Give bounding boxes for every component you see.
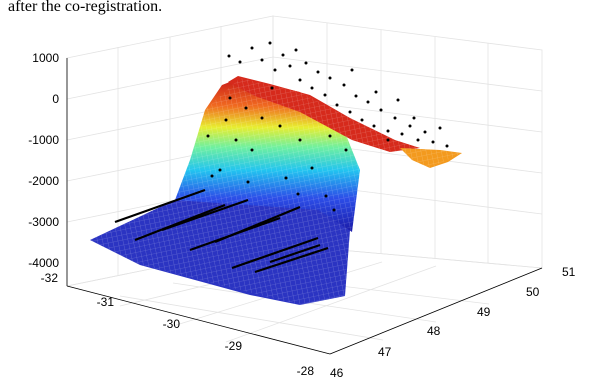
surface-mesh	[90, 76, 462, 305]
x-axis-ticks: -32 -31 -30 -29 -28	[41, 271, 315, 378]
z-tick-label: -3000	[28, 215, 59, 229]
survey-track-line	[254, 246, 329, 274]
x-tick-label: -29	[225, 339, 243, 353]
y-tick-label: 50	[526, 285, 540, 299]
survey-track-line	[214, 205, 301, 244]
figure-caption: after the co-registration.	[8, 0, 163, 15]
y-axis-ticks: 46 47 48 49 50 51	[330, 265, 576, 380]
point-overlay	[114, 41, 449, 274]
surface-mesh-texture	[90, 78, 462, 305]
z-tick-label: -2000	[28, 174, 59, 188]
y-tick-label: 47	[378, 345, 392, 359]
survey-track-line	[114, 188, 206, 224]
y-tick-label: 48	[427, 324, 441, 338]
axes-lines	[66, 58, 543, 355]
y-tick-label: 51	[562, 265, 576, 279]
z-tick-label: 1000	[32, 51, 59, 65]
survey-track-line	[161, 198, 249, 232]
x-tick-label: -28	[297, 364, 315, 378]
z-axis-ticks: 1000 0 -1000 -2000 -3000 -4000	[28, 51, 59, 270]
scatter-points	[206, 41, 449, 212]
survey-tracks	[114, 188, 329, 274]
survey-track-line	[134, 203, 226, 242]
z-tick-label: -1000	[28, 133, 59, 147]
survey-track-line	[269, 243, 321, 264]
x-tick-label: -32	[41, 271, 59, 285]
z-tick-label: -4000	[28, 256, 59, 270]
x-tick-label: -30	[163, 317, 181, 331]
survey-track-line	[231, 236, 319, 270]
z-tick-label: 0	[52, 92, 59, 106]
y-tick-label: 49	[477, 305, 491, 319]
y-tick-label: 46	[330, 366, 344, 380]
x-tick-label: -31	[97, 295, 115, 309]
